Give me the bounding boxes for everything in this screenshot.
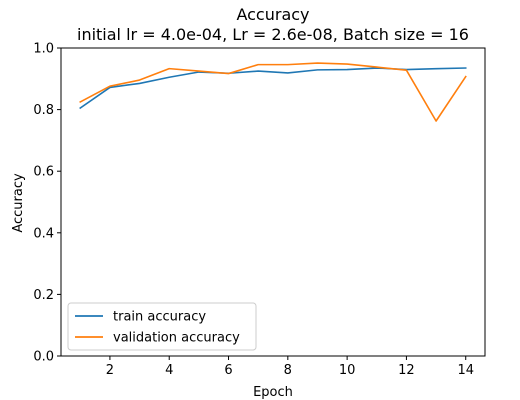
legend-label: train accuracy xyxy=(113,310,206,325)
y-tick-label: 0.6 xyxy=(33,165,54,180)
plot-frame xyxy=(60,47,486,357)
chart-subtitle: initial lr = 4.0e-04, Lr = 2.6e-08, Batc… xyxy=(77,25,469,44)
x-tick-label: 6 xyxy=(224,363,232,378)
x-axis-label: Epoch xyxy=(253,385,293,400)
plot-area: 2 4 6 8 10 12 14 0.0 0.2 0.4 0.6 0.8 1.0 train accura… xyxy=(33,42,486,378)
y-tick-label: 0.8 xyxy=(33,103,54,118)
x-tick-label: 2 xyxy=(106,363,114,378)
x-tick-label: 10 xyxy=(339,363,356,378)
y-tick-label: 1.0 xyxy=(33,42,54,57)
legend-label: validation accuracy xyxy=(113,331,240,346)
series-line-validation-accuracy xyxy=(79,62,467,122)
x-tick-label: 14 xyxy=(457,363,474,378)
x-tick-label: 8 xyxy=(284,363,292,378)
y-tick-label: 0.2 xyxy=(33,288,54,303)
x-tick-label: 12 xyxy=(398,363,415,378)
x-tick-label: 4 xyxy=(165,363,173,378)
chart-title: Accuracy xyxy=(236,5,309,24)
y-axis-label: Accuracy xyxy=(11,173,26,233)
y-tick-label: 0.0 xyxy=(33,350,54,365)
y-tick-label: 0.4 xyxy=(33,226,54,241)
legend-box xyxy=(67,302,257,351)
